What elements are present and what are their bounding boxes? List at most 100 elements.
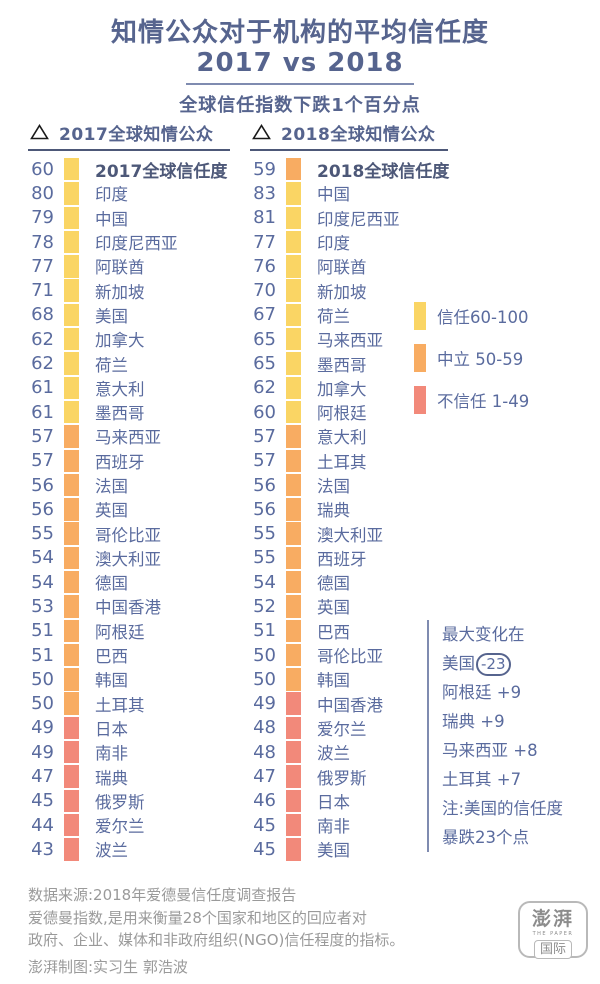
country-label: 日本 bbox=[317, 792, 350, 812]
country-label: 马来西亚 bbox=[317, 331, 383, 351]
score-row: 57 西班牙 bbox=[22, 449, 242, 473]
country-label: 日本 bbox=[95, 719, 128, 739]
score-row: 62 加拿大 bbox=[22, 327, 242, 351]
score-row: 56 英国 bbox=[22, 497, 242, 521]
score-value: 67 bbox=[253, 304, 276, 326]
score-value: 48 bbox=[253, 741, 276, 763]
score-band-block bbox=[64, 255, 79, 278]
country-label: 澳大利亚 bbox=[95, 549, 161, 569]
score-band-block bbox=[286, 546, 301, 570]
country-label: 荷兰 bbox=[95, 355, 128, 375]
score-row: 55 西班牙 bbox=[244, 546, 464, 570]
country-label: 2018全球信任度 bbox=[317, 161, 450, 182]
country-label: 阿联酋 bbox=[317, 258, 367, 278]
change-item: 土耳其 +7 bbox=[442, 770, 522, 789]
biggest-change-annotation: 最大变化在 美国 -23 阿根廷 +9 瑞典 +9 马来西亚 +8 土耳其 +7 … bbox=[427, 620, 597, 852]
score-value: 55 bbox=[31, 523, 54, 545]
logo-wordmark: 澎湃 bbox=[531, 908, 574, 930]
score-value: 61 bbox=[31, 377, 54, 399]
country-label: 2017全球信任度 bbox=[95, 161, 228, 182]
country-label: 阿根廷 bbox=[95, 622, 145, 642]
score-band-block bbox=[286, 328, 301, 351]
score-row: 59 2018全球信任度 bbox=[244, 157, 464, 182]
score-band-block bbox=[64, 182, 79, 205]
score-value: 56 bbox=[253, 474, 276, 496]
score-row: 45 俄罗斯 bbox=[22, 789, 242, 813]
page-subtitle: 全球信任指数下跌1个百分点 bbox=[179, 95, 421, 116]
country-label: 爱尔兰 bbox=[95, 817, 145, 837]
score-value: 80 bbox=[31, 182, 54, 204]
page-title-line1: 知情公众对于机构的平均信任度 bbox=[110, 18, 489, 48]
legend: 信任60-100 中立 50-59 不信任 1-49 bbox=[414, 302, 529, 428]
score-band-block bbox=[286, 157, 301, 181]
country-label: 韩国 bbox=[95, 671, 128, 691]
score-value: 55 bbox=[253, 523, 276, 545]
score-band-block bbox=[64, 716, 79, 740]
score-band-block bbox=[286, 619, 301, 642]
score-value: 51 bbox=[31, 644, 54, 666]
score-band-block bbox=[64, 643, 79, 667]
score-value: 51 bbox=[31, 620, 54, 642]
score-row: 62 加拿大 bbox=[244, 376, 464, 400]
score-band-block bbox=[286, 303, 301, 327]
score-value: 51 bbox=[253, 620, 276, 642]
score-row: 80 印度 bbox=[22, 181, 242, 205]
score-value: 45 bbox=[253, 814, 276, 836]
thepaper-international-logo: 澎湃 THE PAPER 国际 bbox=[518, 901, 588, 959]
score-value: 49 bbox=[253, 693, 276, 715]
score-band-block bbox=[64, 206, 79, 229]
score-band-block bbox=[64, 838, 79, 861]
triangle-icon bbox=[252, 123, 271, 139]
country-label: 中国 bbox=[95, 209, 128, 229]
score-value: 50 bbox=[253, 668, 276, 690]
score-value: 62 bbox=[253, 377, 276, 399]
score-row: 46 日本 bbox=[244, 789, 464, 813]
score-row: 54 德国 bbox=[244, 570, 464, 594]
score-value: 54 bbox=[253, 571, 276, 593]
score-value: 76 bbox=[253, 255, 276, 277]
legend-item-distrust: 不信任 1-49 bbox=[414, 386, 529, 414]
score-row: 52 英国 bbox=[244, 594, 464, 618]
score-row: 49 日本 bbox=[22, 716, 242, 740]
score-band-block bbox=[286, 352, 301, 375]
country-label: 俄罗斯 bbox=[317, 768, 367, 788]
annotation-title: 最大变化在 bbox=[442, 625, 525, 644]
score-band-block bbox=[286, 643, 301, 667]
country-label: 英国 bbox=[317, 598, 350, 618]
country-label: 阿联酋 bbox=[95, 258, 145, 278]
score-band-block bbox=[286, 473, 301, 497]
column-header-2017: 2017全球知情公众 bbox=[28, 116, 230, 151]
score-row: 61 意大利 bbox=[22, 376, 242, 400]
score-row: 50 韩国 bbox=[244, 667, 464, 691]
score-value: 49 bbox=[31, 717, 54, 739]
score-row: 50 土耳其 bbox=[22, 692, 242, 716]
score-row: 56 法国 bbox=[22, 473, 242, 497]
score-band-block bbox=[64, 400, 79, 424]
legend-label: 信任60-100 bbox=[437, 308, 529, 327]
trust-color-swatch bbox=[414, 302, 426, 330]
score-value: 55 bbox=[253, 547, 276, 569]
logo-tagline: THE PAPER bbox=[532, 931, 574, 937]
score-value: 47 bbox=[31, 766, 54, 788]
score-value: 62 bbox=[31, 328, 54, 350]
score-band-block bbox=[64, 328, 79, 351]
distrust-color-swatch bbox=[414, 386, 426, 414]
title-divider bbox=[186, 83, 414, 85]
score-band-block bbox=[64, 376, 79, 400]
annotation-note-line1: 注:美国的信任度 bbox=[442, 799, 564, 818]
score-value: 78 bbox=[31, 231, 54, 253]
score-value: 83 bbox=[253, 182, 276, 204]
highlight-country: 美国 bbox=[442, 654, 475, 673]
score-value: 50 bbox=[31, 693, 54, 715]
score-band-block bbox=[64, 692, 79, 715]
score-value: 52 bbox=[253, 595, 276, 617]
score-band-block bbox=[64, 595, 79, 618]
country-label: 土耳其 bbox=[95, 695, 145, 715]
country-label: 哥伦比亚 bbox=[95, 525, 161, 545]
score-band-block bbox=[64, 498, 79, 521]
score-row: 45 美国 bbox=[244, 837, 464, 861]
score-row: 56 瑞典 bbox=[244, 497, 464, 521]
score-row: 57 意大利 bbox=[244, 424, 464, 448]
score-row: 55 澳大利亚 bbox=[244, 521, 464, 545]
score-band-block bbox=[286, 400, 301, 424]
